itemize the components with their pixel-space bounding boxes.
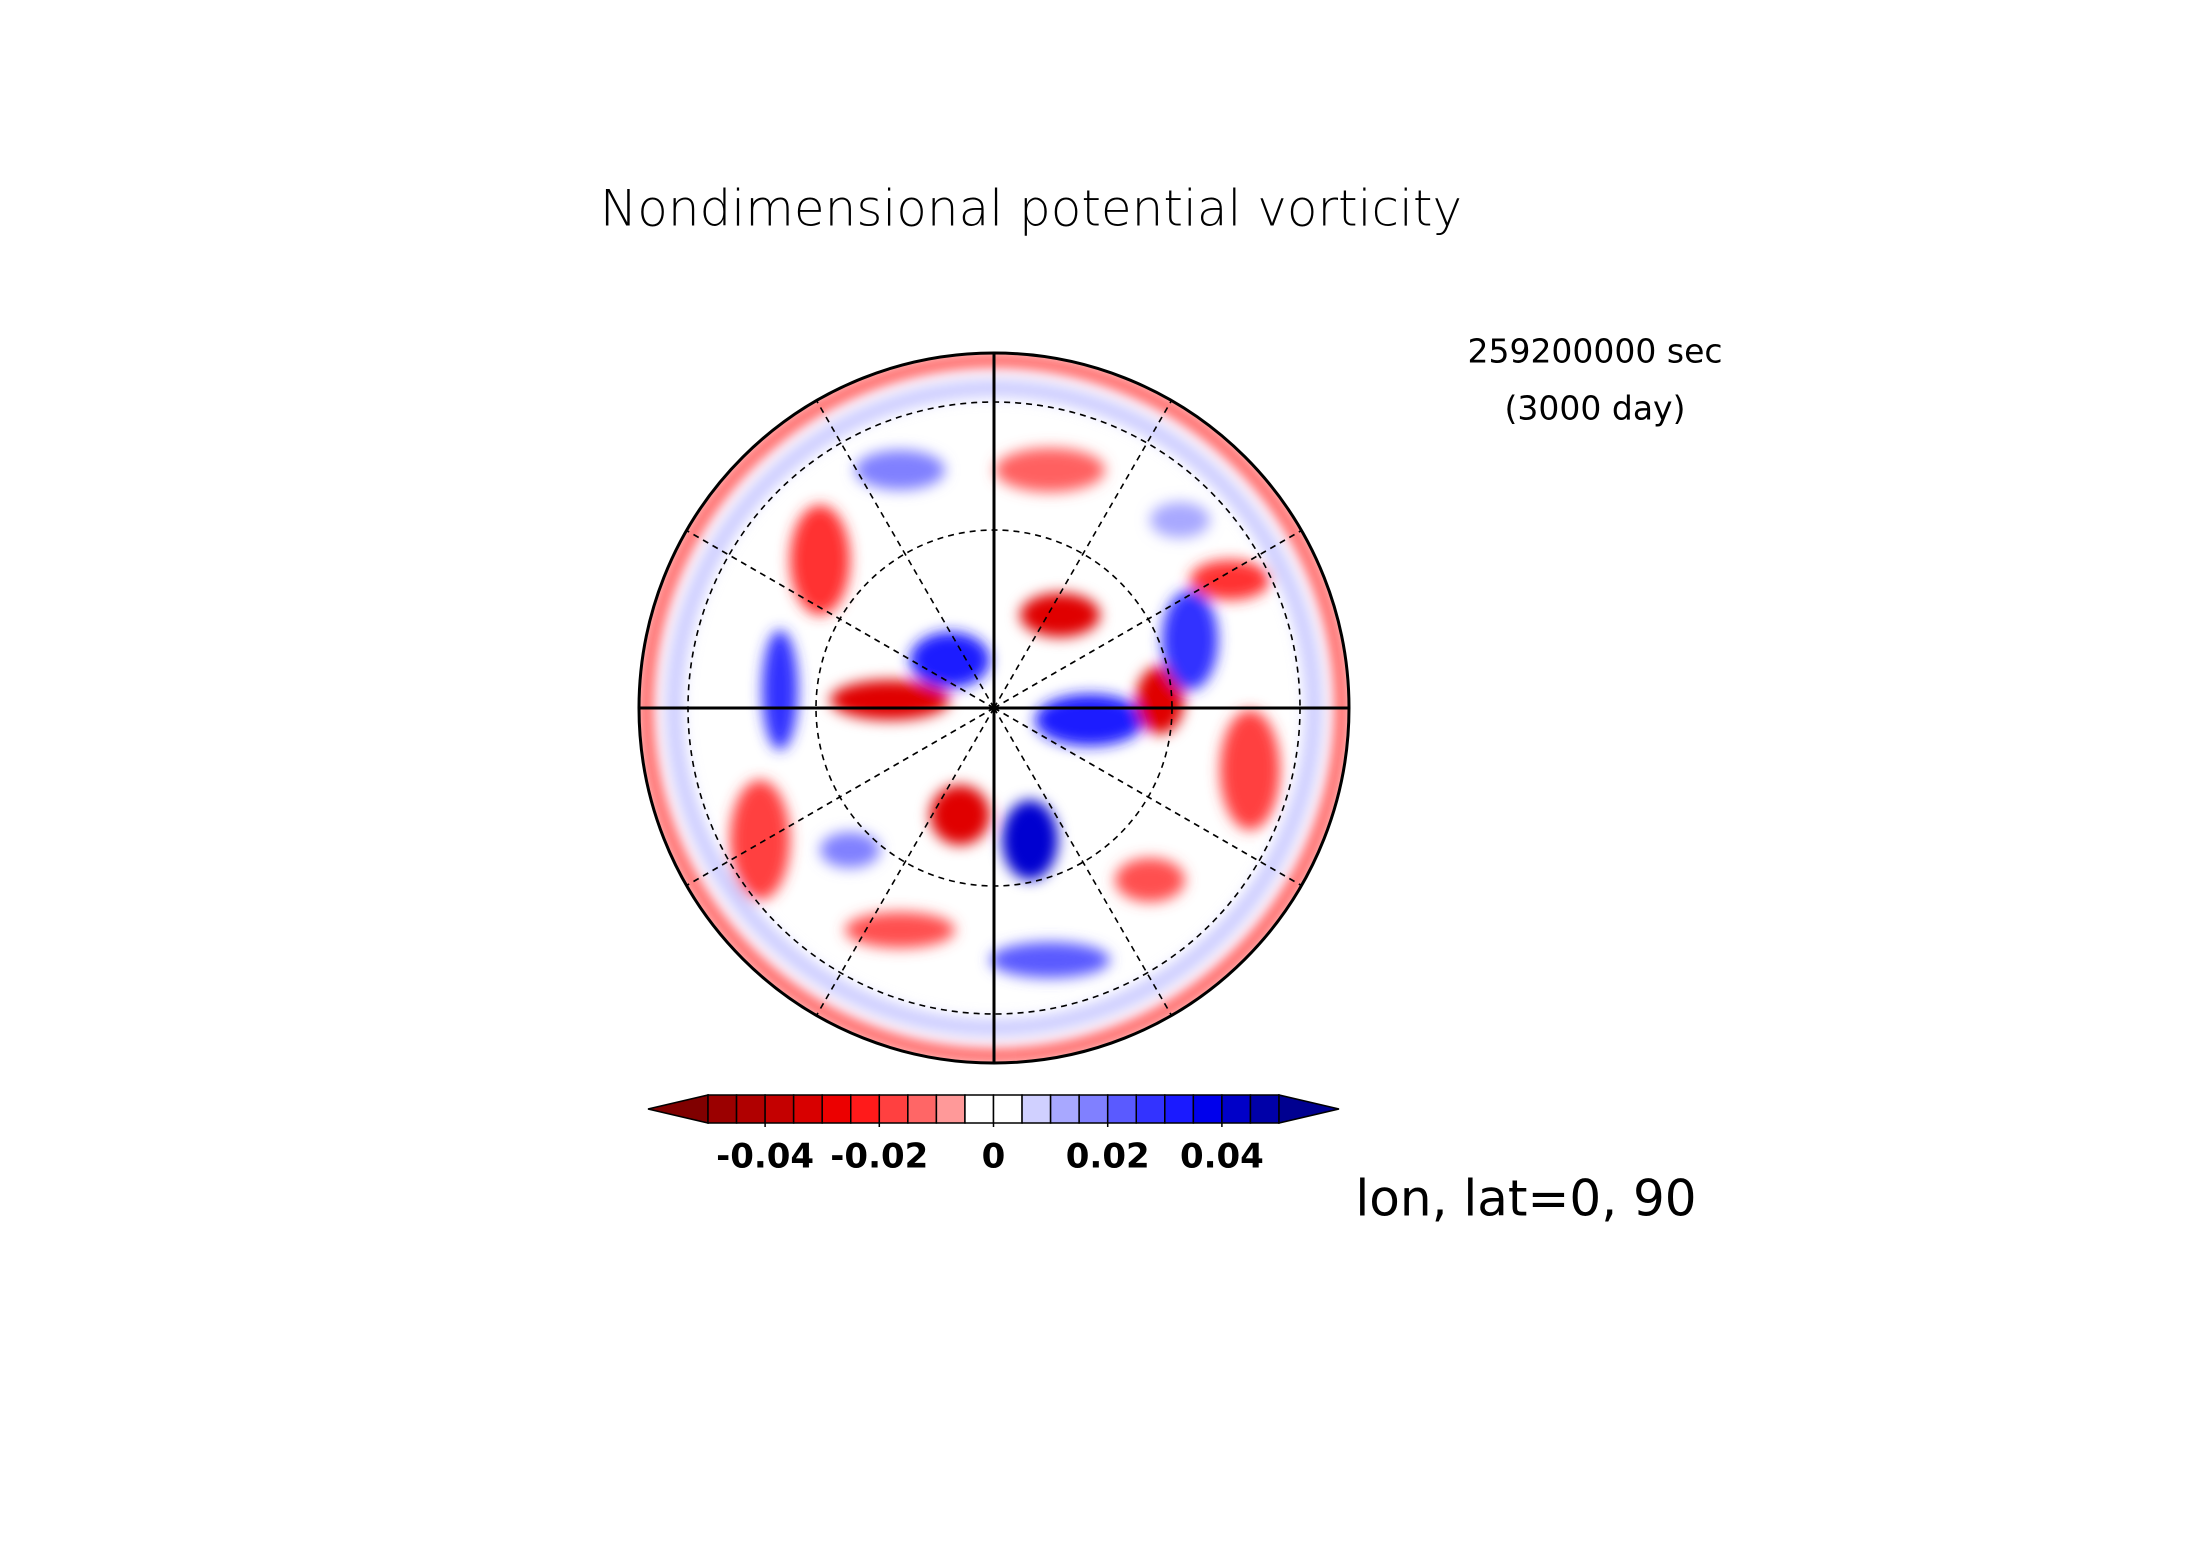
- colorbar-box: [1192, 1094, 1223, 1124]
- graticule: [639, 353, 1349, 1063]
- colorbar-box: [1049, 1094, 1080, 1124]
- time-label: 259200000 sec: [1467, 332, 1722, 371]
- meridian: [993, 529, 1302, 709]
- colorbar-tick-label: -0.04: [716, 1137, 814, 1177]
- chart-title: Nondimensional potential vorticity: [600, 180, 1462, 238]
- colorbar-box: [821, 1094, 852, 1124]
- colorbar-box: [992, 1094, 1023, 1124]
- colorbar-box: [707, 1094, 738, 1124]
- day-label: (3000 day): [1505, 389, 1686, 428]
- colorbar-box: [935, 1094, 966, 1124]
- colorbar-tick-label: 0: [982, 1137, 1006, 1177]
- colorbar-box: [1164, 1094, 1195, 1124]
- projection-label: lon, lat=0, 90: [1355, 1170, 1696, 1228]
- colorbar-box: [1249, 1094, 1280, 1124]
- meridian: [993, 707, 1173, 1016]
- colorbar-box: [1021, 1094, 1052, 1124]
- colorbar-box: [907, 1094, 938, 1124]
- meridian: [815, 400, 995, 709]
- colorbar-box: [764, 1094, 795, 1124]
- colorbar-box: [878, 1094, 909, 1124]
- colorbar-tick-label: 0.02: [1066, 1137, 1150, 1177]
- colorbar-tick-label: 0.04: [1180, 1137, 1264, 1177]
- colorbar-box: [850, 1094, 881, 1124]
- colorbar-box: [1106, 1094, 1137, 1124]
- colorbar-box: [792, 1094, 823, 1124]
- meridian: [686, 707, 995, 887]
- map-boundary: [637, 351, 1351, 1065]
- meridian: [993, 400, 1173, 709]
- colorbar-extension-low: [647, 1094, 709, 1124]
- meridian: [815, 707, 995, 1016]
- colorbar-box: [735, 1094, 766, 1124]
- meridian: [993, 707, 1302, 887]
- colorbar-box: [1221, 1094, 1252, 1124]
- colorbar-extension-high: [1278, 1094, 1340, 1124]
- colorbar-box: [964, 1094, 995, 1124]
- meridian: [686, 529, 995, 709]
- colorbar-tick-label: -0.02: [830, 1137, 928, 1177]
- colorbar-box: [1078, 1094, 1109, 1124]
- colorbar: -0.04 -0.02 0 0.02 0.04: [647, 1094, 1340, 1177]
- colorbar-box: [1135, 1094, 1166, 1124]
